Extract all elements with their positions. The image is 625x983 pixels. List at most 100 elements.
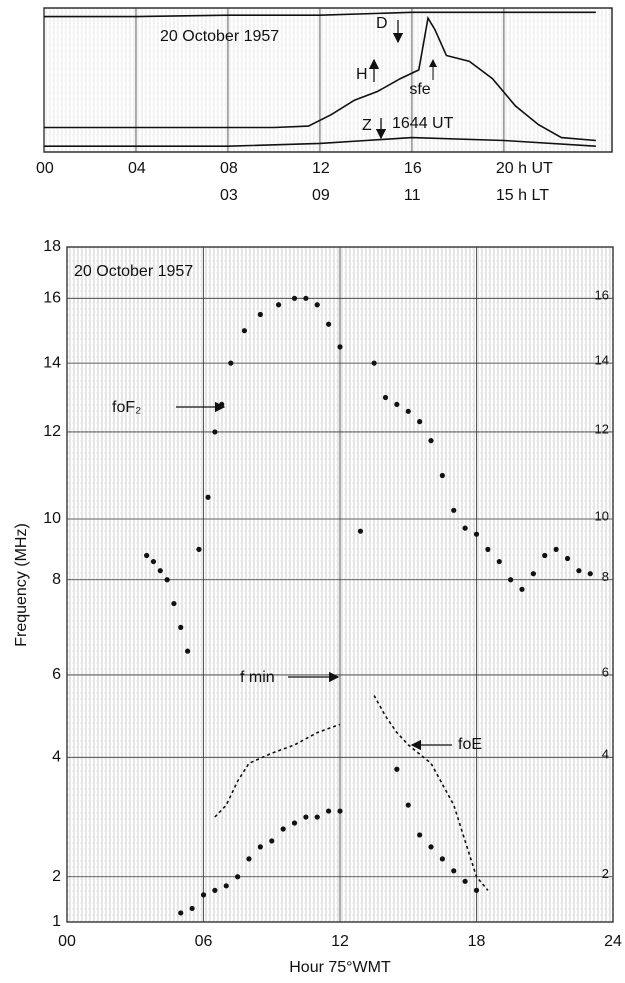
data-point: [394, 766, 400, 772]
data-point: [157, 568, 163, 574]
data-point: [451, 507, 457, 513]
series-label: foF₂: [112, 399, 141, 416]
series-label: H: [356, 66, 368, 83]
data-point: [337, 344, 343, 350]
data-point: [314, 814, 320, 820]
x-tick-label: 24: [604, 933, 622, 950]
lt-label: 11: [404, 187, 421, 204]
data-point: [428, 844, 434, 850]
data-point: [530, 571, 536, 577]
y-tick-label: 8: [52, 571, 61, 588]
lt-label: 09: [312, 187, 330, 204]
series-line: [44, 15, 596, 142]
data-point: [200, 892, 207, 898]
data-point: [428, 438, 434, 444]
series-label: D: [376, 15, 388, 32]
data-point: [235, 874, 241, 880]
data-point: [473, 531, 480, 537]
data-point: [212, 887, 218, 893]
inner-tick-label: 10: [595, 508, 609, 523]
data-point: [291, 820, 298, 826]
inner-tick-label: 4: [602, 747, 609, 762]
inner-tick-label: 8: [602, 569, 609, 584]
x-tick-label: 18: [468, 933, 486, 950]
data-point: [357, 528, 364, 534]
data-point: [439, 856, 445, 862]
y-tick-label: 10: [43, 510, 61, 527]
data-point: [178, 910, 184, 916]
data-point: [371, 360, 377, 366]
time-label: 1644 UT: [392, 115, 454, 132]
data-point: [241, 328, 248, 334]
data-point: [184, 648, 191, 654]
data-point: [405, 802, 411, 808]
data-point: [196, 546, 202, 553]
data-point: [417, 832, 423, 838]
lt-label: 15 h LT: [496, 187, 549, 204]
data-point: [150, 558, 157, 565]
data-point: [485, 546, 491, 553]
texture: [44, 8, 612, 152]
x-tick-label: 00: [58, 933, 76, 950]
x-tick-label: 04: [128, 160, 146, 177]
x-tick-label: 20 h UT: [496, 160, 553, 177]
data-point: [451, 868, 457, 874]
date-label: 20 October 1957: [160, 28, 279, 45]
y-tick-label: 4: [52, 749, 61, 766]
data-point: [291, 295, 298, 301]
data-point: [269, 838, 275, 844]
y-tick-label: 2: [52, 868, 61, 885]
y-tick-label: 1: [52, 913, 61, 930]
data-point: [144, 552, 150, 559]
y-tick-label: 14: [43, 354, 61, 371]
y-tick-label: 6: [52, 666, 61, 683]
data-point: [462, 525, 468, 531]
data-point: [519, 586, 525, 592]
data-point: [326, 321, 332, 327]
series-line: [44, 136, 596, 147]
y-tick-label: 12: [43, 423, 61, 440]
data-point: [164, 577, 170, 583]
y-tick-label: 18: [43, 238, 61, 255]
x-tick-label: 16: [404, 160, 422, 177]
data-point: [275, 302, 282, 308]
data-point: [496, 558, 502, 565]
y-axis-title: Frequency (MHz): [13, 523, 30, 647]
series-line: [44, 11, 596, 18]
x-tick-label: 00: [36, 160, 54, 177]
inner-tick-label: 12: [595, 421, 609, 436]
data-point: [280, 826, 286, 832]
data-point: [257, 311, 263, 318]
data-point: [337, 808, 343, 814]
data-point: [542, 552, 548, 559]
inner-tick-label: 2: [602, 866, 609, 881]
data-point: [303, 814, 309, 820]
inner-tick-label: 14: [595, 353, 609, 368]
data-point: [473, 887, 480, 893]
inner-tick-label: 16: [595, 288, 609, 303]
data-point: [553, 546, 559, 553]
data-point: [417, 419, 423, 425]
lt-label: 03: [220, 187, 238, 204]
x-tick-label: 08: [220, 160, 238, 177]
inner-tick-label: 6: [602, 664, 609, 679]
series-label: Z: [362, 117, 372, 134]
y-tick-label: 16: [43, 290, 61, 307]
data-point: [205, 494, 211, 500]
data-point: [382, 394, 389, 401]
data-point: [257, 844, 263, 850]
data-point: [508, 577, 514, 583]
data-point: [587, 571, 593, 577]
x-axis-title: Hour 75°WMT: [289, 959, 391, 976]
data-point: [228, 360, 234, 366]
data-point: [564, 555, 571, 562]
data-point: [576, 568, 582, 574]
data-point: [246, 856, 252, 862]
data-point: [314, 302, 320, 308]
series-line: [214, 695, 489, 891]
data-point: [303, 295, 309, 301]
data-point: [223, 883, 229, 889]
data-point: [326, 808, 332, 814]
